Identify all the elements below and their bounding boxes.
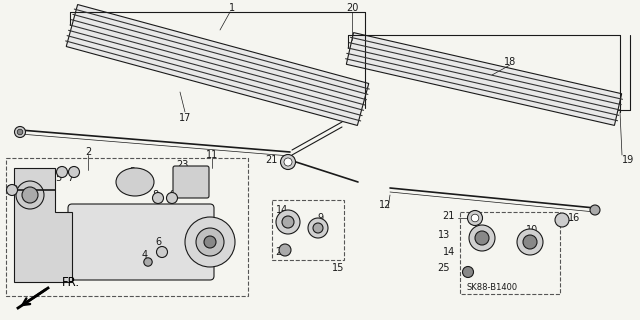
Text: 25: 25 bbox=[438, 263, 450, 273]
Text: 14: 14 bbox=[276, 205, 288, 215]
Circle shape bbox=[313, 223, 323, 233]
Circle shape bbox=[204, 236, 216, 248]
FancyBboxPatch shape bbox=[173, 166, 209, 198]
Circle shape bbox=[56, 166, 67, 178]
Text: 15: 15 bbox=[332, 263, 344, 273]
Circle shape bbox=[6, 185, 17, 196]
Text: 9: 9 bbox=[317, 213, 323, 223]
Text: 18: 18 bbox=[504, 57, 516, 67]
Text: 20: 20 bbox=[346, 3, 358, 13]
Text: 3: 3 bbox=[129, 167, 135, 177]
Text: 12: 12 bbox=[379, 200, 391, 210]
Circle shape bbox=[282, 216, 294, 228]
Circle shape bbox=[166, 193, 177, 204]
Bar bbox=[272, 200, 344, 260]
Text: 1: 1 bbox=[229, 3, 235, 13]
Polygon shape bbox=[346, 33, 621, 125]
Text: 13: 13 bbox=[438, 230, 450, 240]
Circle shape bbox=[523, 235, 537, 249]
Circle shape bbox=[17, 129, 23, 135]
Circle shape bbox=[196, 228, 224, 256]
FancyBboxPatch shape bbox=[68, 204, 214, 280]
Text: SK88-B1400: SK88-B1400 bbox=[467, 284, 518, 292]
Circle shape bbox=[467, 211, 483, 226]
Circle shape bbox=[555, 213, 569, 227]
Text: 10: 10 bbox=[526, 225, 538, 235]
Text: 21: 21 bbox=[443, 211, 455, 221]
Circle shape bbox=[517, 229, 543, 255]
Bar bbox=[6, 158, 248, 296]
Text: 8: 8 bbox=[152, 190, 158, 200]
Text: 21: 21 bbox=[266, 155, 278, 165]
Text: 4: 4 bbox=[142, 250, 148, 260]
Circle shape bbox=[22, 187, 38, 203]
Text: 22: 22 bbox=[6, 185, 19, 195]
Text: 2: 2 bbox=[85, 147, 91, 157]
Text: 25: 25 bbox=[276, 247, 288, 257]
Text: FR.: FR. bbox=[62, 276, 80, 289]
Text: 16: 16 bbox=[568, 213, 580, 223]
Circle shape bbox=[185, 217, 235, 267]
Circle shape bbox=[68, 166, 79, 178]
Text: 14: 14 bbox=[443, 247, 455, 257]
Text: 23: 23 bbox=[176, 160, 188, 170]
Circle shape bbox=[276, 210, 300, 234]
Circle shape bbox=[279, 244, 291, 256]
Ellipse shape bbox=[116, 168, 154, 196]
Polygon shape bbox=[66, 4, 369, 125]
Circle shape bbox=[157, 246, 168, 258]
Circle shape bbox=[15, 126, 26, 138]
Bar bbox=[460, 212, 560, 294]
Circle shape bbox=[469, 225, 495, 251]
Circle shape bbox=[463, 267, 474, 277]
Text: 11: 11 bbox=[206, 150, 218, 160]
Text: 24: 24 bbox=[184, 170, 196, 180]
Circle shape bbox=[471, 214, 479, 222]
Text: 17: 17 bbox=[179, 113, 191, 123]
Polygon shape bbox=[14, 168, 72, 282]
Circle shape bbox=[16, 181, 44, 209]
Text: 5: 5 bbox=[55, 173, 61, 183]
Circle shape bbox=[308, 218, 328, 238]
Circle shape bbox=[152, 193, 163, 204]
Text: 19: 19 bbox=[622, 155, 634, 165]
Text: 6: 6 bbox=[155, 237, 161, 247]
Circle shape bbox=[475, 231, 489, 245]
Circle shape bbox=[284, 158, 292, 166]
Text: 7: 7 bbox=[67, 173, 73, 183]
Circle shape bbox=[280, 155, 296, 170]
Circle shape bbox=[590, 205, 600, 215]
Circle shape bbox=[144, 258, 152, 266]
Text: 9: 9 bbox=[169, 190, 175, 200]
